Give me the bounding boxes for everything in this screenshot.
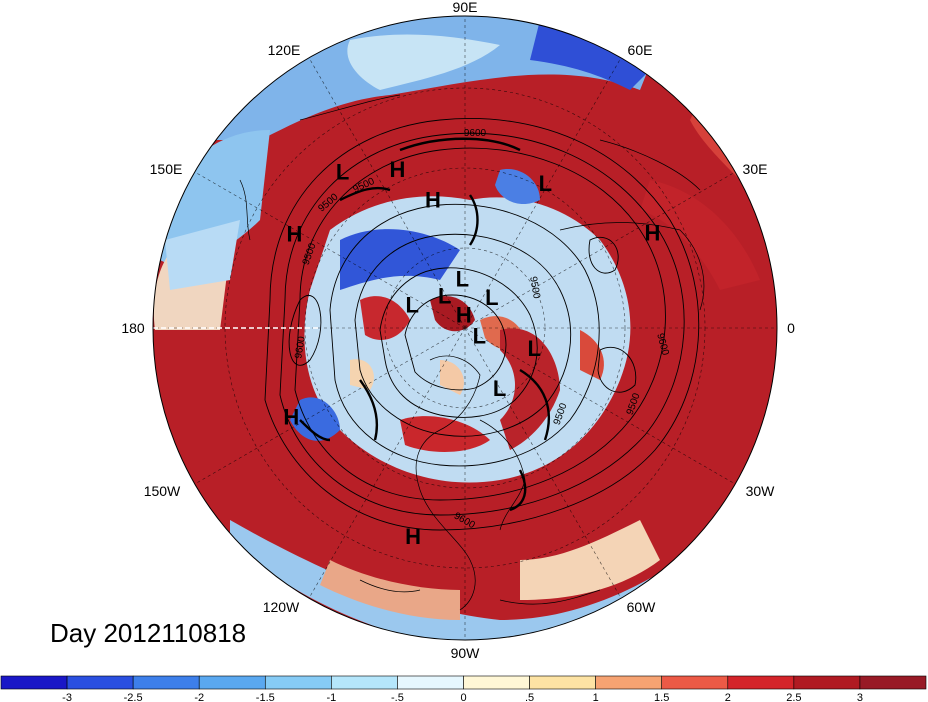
- lon-label-150e: 150E: [150, 161, 183, 177]
- low-pressure-marker: L: [438, 284, 451, 309]
- meridian-line: [194, 327, 466, 485]
- lon-label-120e: 120E: [268, 42, 301, 58]
- colorbar-swatch: [331, 675, 398, 690]
- low-pressure-marker: L: [405, 293, 418, 318]
- lon-label-60e: 60E: [628, 42, 653, 58]
- colorbar-swatch: [66, 675, 134, 690]
- colorbar-swatch: [463, 675, 530, 690]
- colorbar-tick-label: 2.5: [786, 692, 801, 702]
- colorbar-tick-label: 3: [857, 692, 863, 702]
- colorbar-swatch: [0, 675, 68, 690]
- low-pressure-marker: L: [473, 324, 486, 349]
- high-pressure-marker: H: [645, 221, 661, 246]
- colorbar-tick-label: 1: [593, 692, 599, 702]
- colorbar: -3 -2.5 -2 -1.5 -1 -.5 0 .5 1 1.5 2 2.5 3: [0, 675, 927, 702]
- high-pressure-marker: H: [405, 524, 421, 549]
- meridian-line: [308, 57, 466, 329]
- colorbar-swatch: [132, 675, 200, 690]
- high-pressure-marker: H: [287, 222, 303, 247]
- lon-label-30w: 30W: [746, 483, 776, 499]
- colorbar-tick-label: -1: [326, 692, 336, 702]
- meridian-line: [464, 171, 736, 329]
- lon-label-90e: 90E: [453, 0, 478, 15]
- colorbar-tick-label: -.5: [391, 692, 404, 702]
- colorbar-swatch: [595, 675, 663, 690]
- contour-label: 9500: [527, 276, 542, 300]
- high-pressure-marker: H: [389, 157, 405, 182]
- colorbar-tick-label: 0: [460, 692, 466, 702]
- contour-label: 9600: [464, 128, 487, 139]
- colorbar-swatch: [793, 675, 861, 690]
- low-pressure-marker: L: [456, 267, 469, 292]
- contour-label: 9600: [293, 335, 308, 359]
- colorbar-tick-label: 1.5: [654, 692, 669, 702]
- colorbar-tick-label: -3: [62, 692, 72, 702]
- meridian-line: [308, 327, 466, 599]
- colorbar-swatch: [727, 675, 795, 690]
- colorbar-tick-label: 2: [725, 692, 731, 702]
- high-pressure-marker: H: [425, 188, 441, 213]
- low-pressure-marker: L: [336, 159, 349, 184]
- colorbar-swatch: [859, 675, 927, 690]
- colorbar-swatch: [198, 675, 266, 690]
- lon-label-90w: 90W: [451, 645, 481, 661]
- low-pressure-marker: L: [539, 171, 552, 196]
- colorbar-tick-label: -1.5: [256, 692, 275, 702]
- anomaly-field: [153, 16, 777, 640]
- meridian-line: [464, 327, 622, 599]
- meridian-line: [464, 57, 622, 329]
- colorbar-swatch: [529, 675, 596, 690]
- high-pressure-marker: H: [456, 302, 472, 327]
- lon-label-0: 0: [787, 320, 795, 336]
- lon-label-180: 180: [121, 320, 145, 336]
- colorbar-swatch: [661, 675, 729, 690]
- map-boundary: [152, 15, 778, 641]
- low-pressure-marker: L: [485, 285, 498, 310]
- lon-label-60w: 60W: [627, 599, 657, 615]
- colorbar-tick-label: -2: [194, 692, 204, 702]
- lon-label-30e: 30E: [743, 161, 768, 177]
- low-pressure-marker: L: [493, 376, 506, 401]
- lon-label-120w: 120W: [263, 599, 300, 615]
- colorbar-tick-label: .5: [525, 692, 534, 702]
- date-label: Day 2012110818: [50, 618, 247, 648]
- meridian-line: [194, 171, 466, 329]
- meridian-line: [464, 327, 736, 485]
- low-pressure-marker: L: [527, 336, 540, 361]
- high-pressure-marker: H: [283, 405, 299, 430]
- colorbar-swatch: [397, 675, 464, 690]
- colorbar-tick-label: -2.5: [124, 692, 143, 702]
- longitude-labels: 90E 60E 30E 0 30W 60W 90W 120W 150W 180 …: [121, 0, 795, 661]
- colorbar-swatch: [264, 675, 332, 690]
- lon-label-150w: 150W: [144, 483, 181, 499]
